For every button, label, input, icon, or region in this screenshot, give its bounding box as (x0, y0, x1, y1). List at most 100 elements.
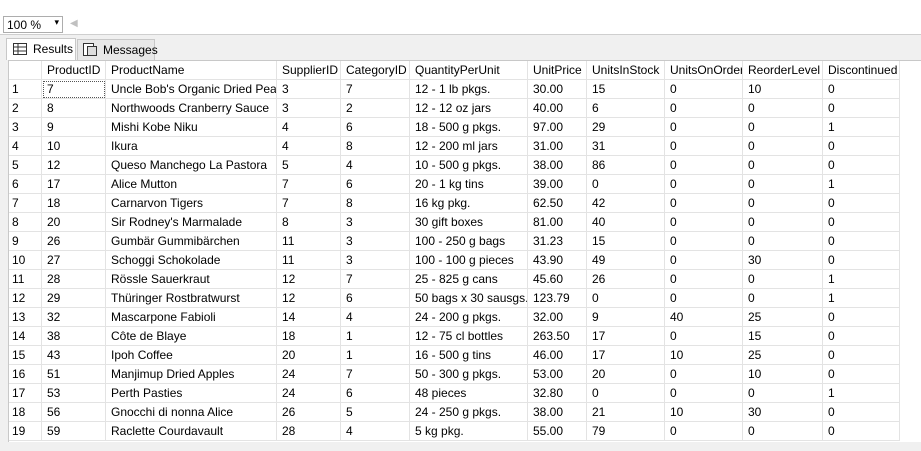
data-cell[interactable]: 20 (277, 346, 341, 365)
row-number[interactable]: 17 (9, 384, 42, 403)
data-cell[interactable]: Carnarvon Tigers (106, 194, 277, 213)
data-cell[interactable]: 0 (823, 422, 900, 441)
data-cell[interactable]: 3 (277, 99, 341, 118)
data-cell[interactable]: 0 (743, 99, 823, 118)
data-cell[interactable]: 3 (341, 232, 410, 251)
data-cell[interactable]: 50 - 300 g pkgs. (410, 365, 528, 384)
column-header[interactable]: UnitPrice (528, 61, 587, 80)
data-cell[interactable]: 0 (743, 175, 823, 194)
data-cell[interactable]: 0 (823, 99, 900, 118)
data-cell[interactable]: 0 (665, 156, 743, 175)
data-cell[interactable]: 1 (823, 175, 900, 194)
data-cell[interactable]: 10 (665, 346, 743, 365)
data-cell[interactable]: 38.00 (528, 156, 587, 175)
data-cell[interactable]: Perth Pasties (106, 384, 277, 403)
data-cell[interactable]: 32 (42, 308, 106, 327)
data-cell[interactable]: 3 (277, 80, 341, 99)
data-cell[interactable]: 56 (42, 403, 106, 422)
row-number[interactable]: 4 (9, 137, 42, 156)
data-cell[interactable]: 1 (341, 327, 410, 346)
data-cell[interactable]: 40 (587, 213, 665, 232)
data-cell[interactable]: 30 (743, 403, 823, 422)
data-cell[interactable]: 12 (277, 270, 341, 289)
data-cell[interactable]: 8 (341, 194, 410, 213)
data-cell[interactable]: 0 (823, 213, 900, 232)
data-cell[interactable]: Raclette Courdavault (106, 422, 277, 441)
row-number[interactable]: 14 (9, 327, 42, 346)
data-cell[interactable]: 4 (277, 137, 341, 156)
data-cell[interactable]: 0 (823, 403, 900, 422)
data-cell[interactable]: Gumbär Gummibärchen (106, 232, 277, 251)
data-cell[interactable]: 1 (341, 346, 410, 365)
data-cell[interactable]: 97.00 (528, 118, 587, 137)
data-cell[interactable]: 7 (341, 365, 410, 384)
data-cell[interactable]: 0 (587, 289, 665, 308)
data-cell[interactable]: 8 (42, 99, 106, 118)
data-cell[interactable]: 0 (743, 270, 823, 289)
data-cell[interactable]: 0 (823, 156, 900, 175)
data-cell[interactable]: 6 (341, 384, 410, 403)
data-cell[interactable]: 0 (823, 251, 900, 270)
data-cell[interactable]: 20 (42, 213, 106, 232)
data-cell[interactable]: 0 (665, 118, 743, 137)
column-header[interactable]: UnitsOnOrder (665, 61, 743, 80)
data-cell[interactable]: 31.00 (528, 137, 587, 156)
data-cell[interactable]: 0 (665, 365, 743, 384)
data-cell[interactable]: Mishi Kobe Niku (106, 118, 277, 137)
messages-tab[interactable]: Messages (77, 39, 158, 60)
data-cell[interactable]: 45.60 (528, 270, 587, 289)
row-number[interactable]: 12 (9, 289, 42, 308)
data-cell[interactable]: 55.00 (528, 422, 587, 441)
row-number[interactable]: 1 (9, 80, 42, 99)
row-number[interactable]: 11 (9, 270, 42, 289)
data-cell[interactable]: 123.79 (528, 289, 587, 308)
data-cell[interactable]: 26 (587, 270, 665, 289)
data-cell[interactable]: 0 (665, 251, 743, 270)
data-cell[interactable]: 18 (277, 327, 341, 346)
data-cell[interactable]: 0 (743, 232, 823, 251)
data-cell[interactable]: 62.50 (528, 194, 587, 213)
data-cell[interactable]: 43.90 (528, 251, 587, 270)
data-cell[interactable]: 40.00 (528, 99, 587, 118)
data-cell[interactable]: Ikura (106, 137, 277, 156)
data-cell[interactable]: 6 (341, 289, 410, 308)
data-cell[interactable]: 15 (587, 232, 665, 251)
data-cell[interactable]: 40 (665, 308, 743, 327)
data-cell[interactable]: 100 - 250 g bags (410, 232, 528, 251)
data-cell[interactable]: Mascarpone Fabioli (106, 308, 277, 327)
data-cell[interactable]: 0 (743, 384, 823, 403)
data-cell[interactable]: 20 - 1 kg tins (410, 175, 528, 194)
data-cell[interactable]: 39.00 (528, 175, 587, 194)
data-cell[interactable]: 20 (587, 365, 665, 384)
data-cell[interactable]: 16 kg pkg. (410, 194, 528, 213)
data-cell[interactable]: 17 (587, 346, 665, 365)
column-header[interactable]: CategoryID (341, 61, 410, 80)
data-cell[interactable]: 16 - 500 g tins (410, 346, 528, 365)
data-cell[interactable]: 15 (587, 80, 665, 99)
data-cell[interactable]: 17 (42, 175, 106, 194)
data-cell[interactable]: 79 (587, 422, 665, 441)
data-cell[interactable]: 0 (743, 137, 823, 156)
data-cell[interactable]: 12 - 75 cl bottles (410, 327, 528, 346)
data-cell[interactable]: 0 (665, 384, 743, 403)
data-cell[interactable]: 6 (587, 99, 665, 118)
data-cell[interactable]: 0 (665, 194, 743, 213)
row-number[interactable]: 18 (9, 403, 42, 422)
data-cell[interactable]: 4 (341, 308, 410, 327)
data-cell[interactable]: 29 (42, 289, 106, 308)
data-cell[interactable]: 0 (665, 422, 743, 441)
data-cell[interactable]: 11 (277, 232, 341, 251)
data-cell[interactable]: 3 (341, 213, 410, 232)
data-cell[interactable]: 30.00 (528, 80, 587, 99)
row-number[interactable]: 5 (9, 156, 42, 175)
data-cell[interactable]: 10 (42, 137, 106, 156)
data-cell[interactable]: 51 (42, 365, 106, 384)
row-number[interactable]: 2 (9, 99, 42, 118)
data-cell[interactable]: Schoggi Schokolade (106, 251, 277, 270)
data-cell[interactable]: 4 (341, 156, 410, 175)
data-cell[interactable]: 46.00 (528, 346, 587, 365)
data-cell[interactable]: 30 gift boxes (410, 213, 528, 232)
data-cell[interactable]: 9 (587, 308, 665, 327)
data-cell[interactable]: 12 (42, 156, 106, 175)
data-cell[interactable]: Gnocchi di nonna Alice (106, 403, 277, 422)
